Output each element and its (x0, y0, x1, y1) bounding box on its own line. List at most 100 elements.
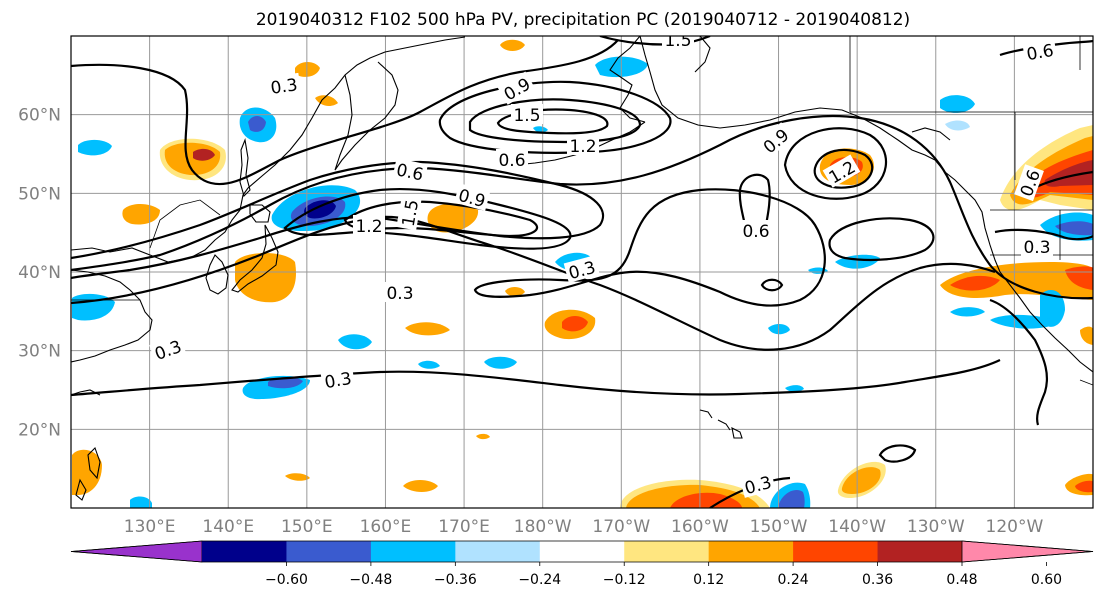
lon-tick-label: 180°W (514, 517, 572, 537)
shade-patch (418, 360, 440, 369)
shade-patch (841, 467, 881, 494)
colorbar-outline (70, 540, 1094, 563)
contour-label-halo (563, 255, 600, 283)
contour-label-halo (353, 215, 385, 235)
contour-label-halo (266, 72, 302, 98)
contour-label-text: 0.3 (1023, 238, 1050, 258)
coastline (334, 61, 399, 171)
colorbar-tick-label: 0.60 (1031, 572, 1062, 588)
latitude-labels: 60°N 50°N 40°N 30°N 20°N (18, 106, 61, 441)
contour-label-text: 0.3 (386, 284, 413, 304)
pv-contour (71, 39, 619, 186)
shade-patch (403, 480, 438, 492)
pv-contour-label: 1.2 (567, 135, 599, 157)
coastline (205, 254, 229, 295)
contour-label-text: 1.5 (664, 31, 691, 51)
pv-contour (994, 228, 1093, 241)
coastline (699, 409, 713, 419)
contour-label-halo (496, 149, 528, 169)
contour-label-text: 0.6 (1025, 41, 1055, 65)
colorbar-tick-label: 0.48 (946, 572, 977, 588)
contour-label-halo (497, 71, 536, 105)
coastline (75, 478, 87, 501)
shade-patch (785, 385, 804, 392)
colorbar-segment (286, 541, 372, 562)
shade-patch (427, 203, 479, 233)
colorbar-tick-label: 0.12 (693, 572, 724, 588)
colorbar-tick-label: −0.48 (349, 572, 392, 588)
pv-contour (760, 278, 784, 292)
contour-label-halo (822, 154, 861, 188)
shade-patch (405, 322, 450, 336)
pv-contour (468, 98, 642, 144)
lat-tick-label: 30°N (18, 342, 61, 362)
colorbar-segment (539, 541, 625, 562)
shade-patch (950, 307, 985, 317)
contour-label-text: 1.5 (399, 198, 423, 228)
shade-patch (940, 95, 975, 113)
shade-patch (1055, 221, 1093, 236)
shade-patch (122, 204, 160, 225)
pv-contour-label: 0.3 (384, 282, 416, 304)
figure-title: 2019040312 F102 500 hPa PV, precipitatio… (256, 10, 910, 30)
colorbar-segment (624, 541, 710, 562)
shade-patch (1040, 290, 1065, 327)
shade-patch (670, 492, 742, 508)
shade-patch (950, 275, 1000, 291)
colorbar-tick-label: −0.12 (603, 572, 646, 588)
shade-patch (235, 253, 296, 303)
border-line (1079, 379, 1093, 386)
shade-patch (505, 286, 525, 297)
lon-tick-label: 170°E (438, 517, 490, 537)
contour-label-halo (396, 195, 422, 231)
contour-label-text: 1.2 (355, 217, 382, 237)
lat-tick-label: 20°N (18, 420, 61, 440)
coastline (639, 36, 936, 161)
colorbar-extend-min (70, 540, 203, 563)
contour-label-halo (1022, 38, 1058, 64)
coastline (934, 159, 1093, 373)
colorbar-segment (708, 541, 794, 562)
contour-label-text: 0.6 (742, 222, 769, 242)
contour-label-halo (1014, 164, 1044, 202)
pv-contour-label: 1.5 (662, 31, 694, 51)
pv-contour-label: 0.6 (392, 157, 428, 186)
shade-patch (476, 433, 490, 440)
coastline (231, 224, 279, 293)
pv-contour-label: 1.2 (353, 215, 385, 237)
coastline (87, 446, 101, 480)
colorbar: −0.60 −0.48 −0.36 −0.24 −0.12 0.12 0.24 0.36 0.4… (70, 540, 1094, 588)
contour-label-halo (392, 157, 428, 185)
contour-label-halo (454, 183, 491, 211)
shade-patch (1080, 326, 1093, 345)
shade-patch (484, 356, 517, 369)
pv-contour-label: 0.3 (320, 366, 356, 393)
pv-contour (71, 359, 1001, 397)
pv-contour (71, 115, 1093, 300)
lon-tick-label: 160°E (360, 517, 412, 537)
lon-tick-label: 160°W (671, 517, 729, 537)
colorbar-tick-label: 0.36 (862, 572, 893, 588)
shade-patch (193, 148, 215, 161)
colorbar-segment (370, 541, 456, 562)
pv-contour-label: 0.3 (266, 72, 302, 99)
pv-contour-label: 1.5 (396, 195, 423, 231)
coastline (911, 127, 951, 141)
coastline (71, 269, 153, 363)
lon-tick-label: 140°W (828, 517, 886, 537)
pv-contour-labels: 0.30.30.30.30.30.30.30.60.60.60.60.60.90… (149, 31, 1058, 499)
pv-contour (71, 160, 605, 280)
coastline (239, 137, 251, 198)
contour-label-halo (567, 135, 599, 155)
contour-label-text: 1.2 (569, 137, 596, 157)
map-panel: 0.30.30.30.30.30.30.30.60.60.60.60.60.90… (70, 31, 1094, 509)
lat-tick-label: 50°N (18, 184, 61, 204)
pv-contour-label: 0.3 (739, 470, 776, 499)
coastline (717, 419, 731, 431)
shade-patch (778, 489, 805, 508)
lon-tick-label: 130°E (124, 517, 176, 537)
contour-label-halo (739, 470, 776, 498)
pv-contour (878, 444, 917, 463)
shade-patch (338, 334, 372, 350)
